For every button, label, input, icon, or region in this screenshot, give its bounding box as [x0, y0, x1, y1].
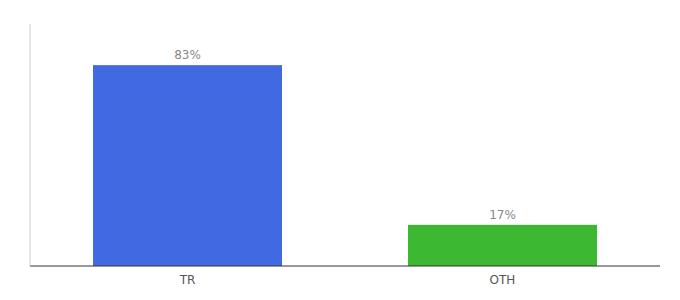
axes: [30, 24, 660, 266]
data-label: 83%: [174, 48, 201, 62]
y-axis-line: [30, 24, 31, 266]
x-tick-labels: TR OTH: [179, 273, 516, 287]
data-labels: 83% 17%: [174, 48, 516, 222]
x-axis-line: [30, 266, 660, 267]
x-tick-label: TR: [179, 273, 196, 287]
x-tick-label: OTH: [490, 273, 516, 287]
chart-container: TR OTH 83% 17%: [0, 0, 680, 300]
bars: [93, 65, 597, 266]
chart-svg: TR OTH 83% 17%: [0, 0, 680, 300]
data-label: 17%: [489, 208, 516, 222]
page: {"chart_data": {"type": "bar", "categori…: [0, 0, 680, 300]
bar: [93, 65, 282, 266]
bar: [408, 225, 597, 266]
